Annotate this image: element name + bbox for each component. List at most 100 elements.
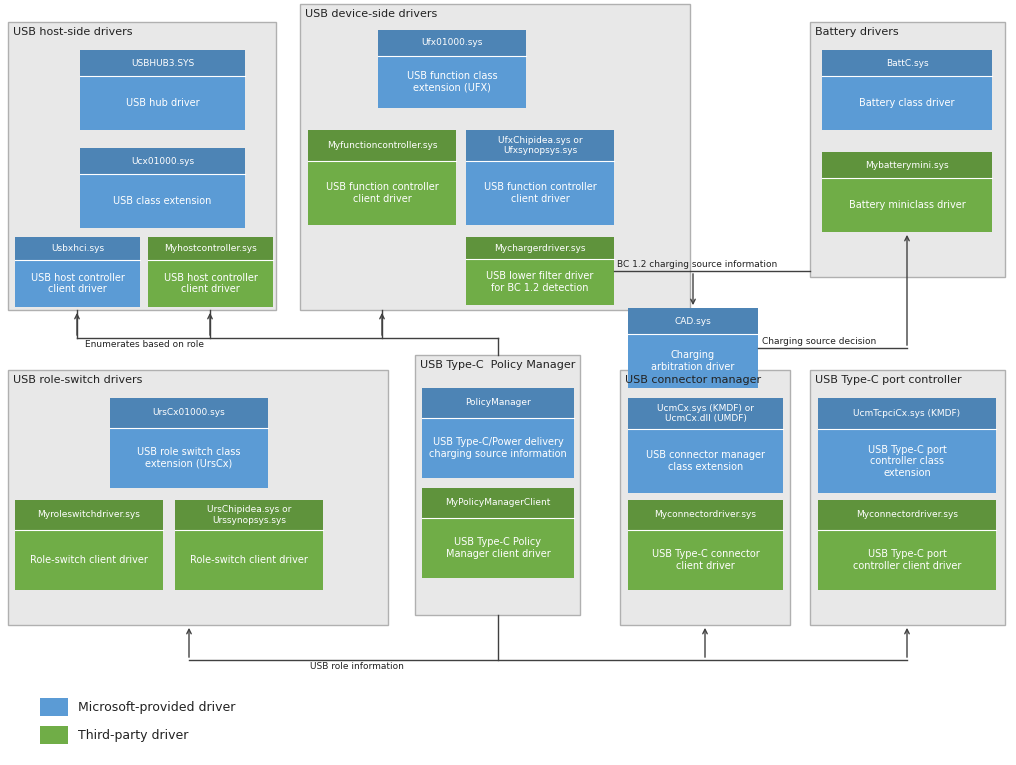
Bar (822, 50, 992, 76)
Bar (822, 152, 992, 232)
Text: Third-party driver: Third-party driver (78, 728, 188, 741)
Text: Ufx01000.sys: Ufx01000.sys (422, 38, 483, 47)
Bar (822, 50, 992, 130)
Bar (620, 370, 790, 625)
Text: USBHUB3.SYS: USBHUB3.SYS (131, 59, 194, 67)
Text: BC 1.2 charging source information: BC 1.2 charging source information (617, 260, 777, 269)
Text: Role-switch client driver: Role-switch client driver (30, 555, 148, 565)
Text: USB hub driver: USB hub driver (126, 98, 199, 108)
Text: USB host-side drivers: USB host-side drivers (13, 27, 132, 37)
Bar (628, 398, 783, 493)
Bar (818, 500, 996, 529)
Bar (148, 237, 273, 260)
Text: USB Type-C  Policy Manager: USB Type-C Policy Manager (420, 360, 575, 370)
Text: USB host controller
client driver: USB host controller client driver (164, 273, 257, 295)
Bar (810, 370, 1005, 625)
Bar (415, 355, 580, 615)
Text: USB connector manager
class extension: USB connector manager class extension (646, 451, 765, 472)
Bar (628, 398, 783, 429)
Bar (148, 237, 273, 307)
Text: USB Type-C/Power delivery
charging source information: USB Type-C/Power delivery charging sourc… (429, 437, 567, 459)
Bar (40, 698, 68, 716)
Text: Myconnectordriver.sys: Myconnectordriver.sys (654, 510, 757, 519)
Text: USB Type-C port
controller class
extension: USB Type-C port controller class extensi… (868, 444, 947, 478)
Bar (175, 500, 323, 590)
Text: USB class extension: USB class extension (114, 196, 211, 207)
Text: Ucx01000.sys: Ucx01000.sys (131, 157, 194, 166)
Bar (466, 130, 614, 225)
Text: UrsChipidea.sys or
Urssynopsys.sys: UrsChipidea.sys or Urssynopsys.sys (207, 505, 292, 525)
Bar (628, 500, 783, 590)
Bar (466, 237, 614, 305)
Bar (15, 237, 140, 260)
Bar (80, 50, 245, 130)
Text: USB role switch class
extension (UrsCx): USB role switch class extension (UrsCx) (137, 447, 241, 469)
Text: Mybatterymini.sys: Mybatterymini.sys (866, 161, 949, 170)
Bar (308, 130, 456, 161)
Bar (422, 388, 574, 478)
Text: USB Type-C port controller: USB Type-C port controller (815, 375, 961, 385)
Text: USB connector manager: USB connector manager (625, 375, 761, 385)
Text: Usbxhci.sys: Usbxhci.sys (51, 244, 104, 253)
Text: UrsCx01000.sys: UrsCx01000.sys (152, 409, 226, 418)
Bar (15, 237, 140, 307)
Text: Role-switch client driver: Role-switch client driver (190, 555, 308, 565)
Text: USB role-switch drivers: USB role-switch drivers (13, 375, 142, 385)
Text: Myconnectordriver.sys: Myconnectordriver.sys (856, 510, 958, 519)
Bar (8, 22, 276, 310)
Bar (15, 500, 163, 590)
Bar (466, 237, 614, 259)
Text: BattC.sys: BattC.sys (886, 59, 929, 67)
Text: Myfunctioncontroller.sys: Myfunctioncontroller.sys (327, 142, 437, 150)
Bar (175, 500, 323, 529)
Bar (422, 388, 574, 418)
Text: Charging source decision: Charging source decision (762, 337, 876, 346)
Text: Myroleswitchdriver.sys: Myroleswitchdriver.sys (38, 510, 140, 519)
Text: PolicyManager: PolicyManager (465, 399, 531, 407)
Bar (15, 500, 163, 529)
Text: USB host controller
client driver: USB host controller client driver (30, 273, 124, 295)
Text: Battery class driver: Battery class driver (860, 98, 955, 108)
Text: Microsoft-provided driver: Microsoft-provided driver (78, 701, 236, 714)
Text: CAD.sys: CAD.sys (675, 317, 711, 326)
Text: USB Type-C connector
client driver: USB Type-C connector client driver (651, 549, 759, 571)
Text: USB lower filter driver
for BC 1.2 detection: USB lower filter driver for BC 1.2 detec… (487, 272, 593, 293)
Text: USB role information: USB role information (310, 662, 404, 671)
Bar (822, 152, 992, 178)
Bar (378, 30, 526, 108)
Text: Enumerates based on role: Enumerates based on role (85, 340, 204, 349)
Bar (110, 398, 268, 428)
Text: USB Type-C Policy
Manager client driver: USB Type-C Policy Manager client driver (446, 537, 551, 558)
Bar (628, 308, 758, 388)
Text: USB function controller
client driver: USB function controller client driver (484, 182, 596, 204)
Bar (818, 398, 996, 429)
Bar (628, 308, 758, 334)
Bar (466, 130, 614, 161)
Bar (300, 4, 690, 310)
Bar (80, 148, 245, 174)
Text: USB function class
extension (UFX): USB function class extension (UFX) (406, 71, 497, 93)
Bar (80, 50, 245, 76)
Text: Myhostcontroller.sys: Myhostcontroller.sys (165, 244, 257, 253)
Text: UcmTcpciCx.sys (KMDF): UcmTcpciCx.sys (KMDF) (853, 409, 960, 418)
Text: USB Type-C port
controller client driver: USB Type-C port controller client driver (852, 549, 961, 571)
Bar (628, 500, 783, 529)
Bar (40, 726, 68, 744)
Bar (422, 488, 574, 518)
Bar (80, 148, 245, 228)
Bar (308, 130, 456, 225)
Text: USB function controller
client driver: USB function controller client driver (325, 182, 438, 204)
Bar (8, 370, 388, 625)
Bar (110, 398, 268, 488)
Text: MyPolicyManagerClient: MyPolicyManagerClient (445, 498, 551, 507)
Text: Battery miniclass driver: Battery miniclass driver (848, 200, 965, 210)
Text: UcmCx.sys (KMDF) or
UcmCx.dll (UMDF): UcmCx.sys (KMDF) or UcmCx.dll (UMDF) (657, 404, 754, 423)
Bar (378, 30, 526, 56)
Text: Battery drivers: Battery drivers (815, 27, 898, 37)
Text: Mychargerdriver.sys: Mychargerdriver.sys (494, 244, 586, 252)
Text: Charging
arbitration driver: Charging arbitration driver (651, 350, 735, 372)
Bar (818, 500, 996, 590)
Bar (810, 22, 1005, 277)
Text: USB device-side drivers: USB device-side drivers (305, 9, 437, 19)
Bar (422, 488, 574, 578)
